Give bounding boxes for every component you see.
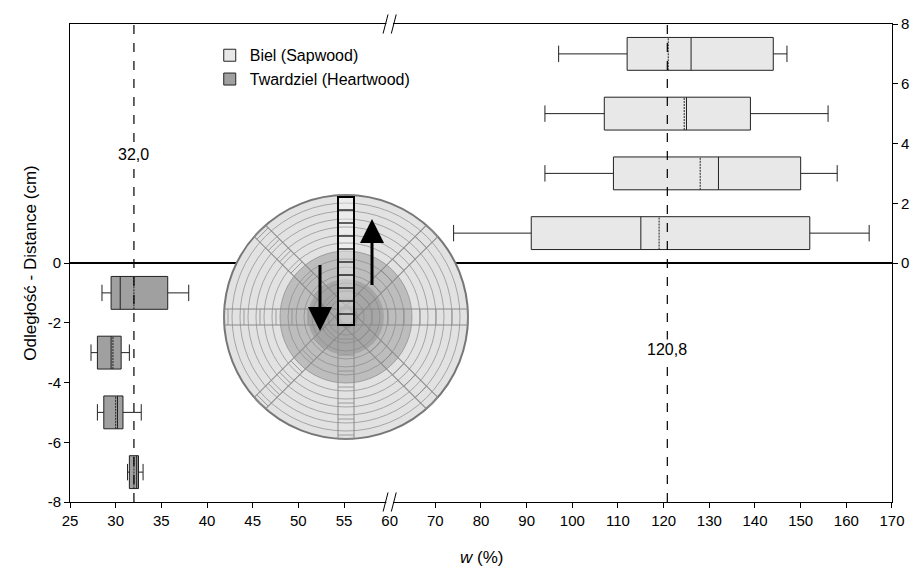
svg-text:0: 0	[53, 254, 61, 271]
svg-text:25: 25	[62, 512, 79, 529]
svg-text:8: 8	[901, 15, 909, 32]
svg-text:32,0: 32,0	[118, 146, 149, 163]
svg-text:110: 110	[606, 512, 630, 529]
svg-text:140: 140	[742, 512, 767, 529]
svg-text:40: 40	[199, 512, 216, 529]
svg-text:160: 160	[834, 512, 859, 529]
svg-text:-2: -2	[48, 314, 61, 331]
svg-text:60: 60	[381, 512, 398, 529]
svg-text:100: 100	[560, 512, 585, 529]
svg-text:120,8: 120,8	[647, 341, 687, 358]
svg-text:Twardziel (Heartwood): Twardziel (Heartwood)	[250, 71, 410, 88]
svg-text:50: 50	[290, 512, 307, 529]
svg-text:120: 120	[651, 512, 676, 529]
svg-text:-6: -6	[48, 434, 61, 451]
svg-text:-8: -8	[48, 493, 61, 510]
svg-text:45: 45	[244, 512, 261, 529]
svg-text:35: 35	[153, 512, 170, 529]
svg-text:30: 30	[107, 512, 124, 529]
svg-text:4: 4	[901, 135, 909, 152]
svg-text:90: 90	[518, 512, 535, 529]
svg-text:55: 55	[336, 512, 353, 529]
svg-text:70: 70	[427, 512, 444, 529]
svg-text:6: 6	[901, 75, 909, 92]
svg-text:2: 2	[901, 195, 909, 212]
svg-text:-4: -4	[48, 374, 61, 391]
svg-text:80: 80	[473, 512, 490, 529]
svg-text:170: 170	[879, 512, 904, 529]
svg-text:Odległość - Distance (cm): Odległość - Distance (cm)	[21, 165, 40, 361]
svg-text:130: 130	[697, 512, 722, 529]
svg-text:w (%): w (%)	[460, 548, 503, 567]
svg-text:150: 150	[788, 512, 813, 529]
svg-text:Biel (Sapwood): Biel (Sapwood)	[250, 47, 358, 64]
svg-text:0: 0	[901, 254, 909, 271]
